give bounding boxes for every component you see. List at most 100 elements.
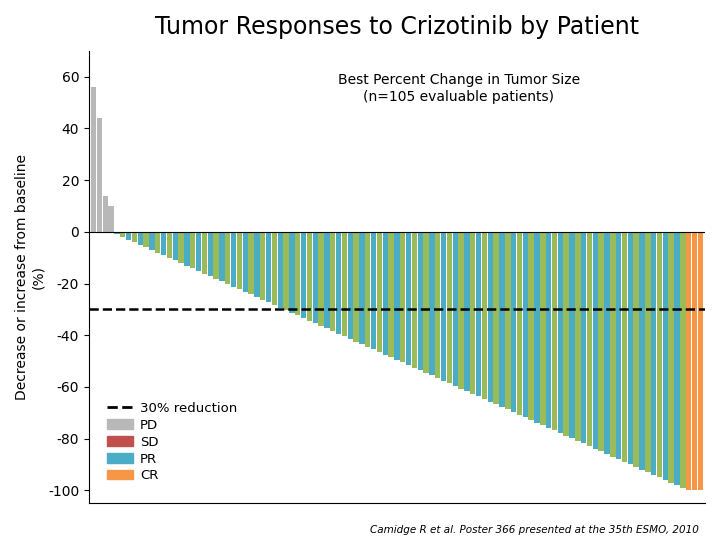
Bar — [418, 232, 423, 370]
Bar — [114, 232, 120, 234]
Bar — [505, 232, 510, 409]
Bar — [604, 232, 610, 454]
Bar — [412, 232, 417, 368]
Bar — [307, 232, 312, 321]
Bar — [132, 232, 137, 242]
Bar — [423, 232, 429, 373]
Bar — [464, 232, 469, 391]
Bar — [184, 232, 189, 266]
Bar — [395, 232, 400, 360]
Bar — [389, 232, 394, 357]
Bar — [179, 232, 184, 263]
Bar — [237, 232, 242, 289]
Bar — [161, 232, 166, 255]
Bar — [173, 232, 178, 260]
Bar — [499, 232, 505, 407]
Bar — [470, 232, 475, 394]
Bar — [382, 232, 388, 355]
Bar — [523, 232, 528, 417]
Bar — [271, 232, 277, 305]
Bar — [220, 232, 225, 281]
Bar — [517, 232, 522, 415]
Bar — [459, 232, 464, 389]
Bar — [196, 232, 202, 271]
Bar — [138, 232, 143, 245]
Bar — [143, 232, 149, 247]
Bar — [570, 232, 575, 438]
Bar — [698, 232, 703, 490]
Text: Camidge R et al. Poster 366 presented at the 35th ESMO, 2010: Camidge R et al. Poster 366 presented at… — [369, 524, 698, 535]
Bar — [149, 232, 155, 250]
Bar — [429, 232, 435, 375]
Bar — [493, 232, 499, 404]
Bar — [312, 232, 318, 323]
Bar — [453, 232, 458, 386]
Bar — [155, 232, 161, 253]
Bar — [651, 232, 657, 475]
Bar — [359, 232, 364, 344]
Bar — [564, 232, 569, 436]
Bar — [657, 232, 662, 477]
Y-axis label: Decrease or increase from baseline
(%): Decrease or increase from baseline (%) — [15, 154, 45, 400]
Bar — [202, 232, 207, 274]
Bar — [447, 232, 452, 383]
Bar — [278, 232, 283, 308]
Bar — [167, 232, 172, 258]
Bar — [668, 232, 674, 483]
Bar — [330, 232, 336, 331]
Bar — [435, 232, 441, 378]
Bar — [225, 232, 230, 284]
Bar — [126, 232, 131, 240]
Bar — [476, 232, 482, 396]
Bar — [400, 232, 405, 362]
Bar — [639, 232, 644, 470]
Bar — [692, 232, 697, 490]
Bar — [575, 232, 580, 441]
Bar — [266, 232, 271, 302]
Bar — [487, 232, 493, 402]
Bar — [243, 232, 248, 292]
Bar — [622, 232, 627, 462]
Bar — [365, 232, 371, 347]
Bar — [91, 87, 96, 232]
Bar — [295, 232, 300, 315]
Bar — [120, 232, 125, 237]
Bar — [441, 232, 446, 381]
Bar — [593, 232, 598, 449]
Bar — [598, 232, 604, 451]
Bar — [213, 232, 219, 279]
Bar — [634, 232, 639, 467]
Bar — [103, 195, 108, 232]
Bar — [511, 232, 516, 412]
Bar — [207, 232, 213, 276]
Bar — [686, 232, 691, 490]
Bar — [587, 232, 592, 446]
Bar — [254, 232, 260, 297]
Bar — [534, 232, 540, 422]
Bar — [190, 232, 195, 268]
Bar — [675, 232, 680, 485]
Bar — [540, 232, 546, 425]
Bar — [377, 232, 382, 352]
Bar — [662, 232, 668, 480]
Text: Best Percent Change in Tumor Size
(n=105 evaluable patients): Best Percent Change in Tumor Size (n=105… — [338, 73, 580, 104]
Bar — [109, 206, 114, 232]
Bar — [371, 232, 377, 349]
Bar — [616, 232, 621, 459]
Bar — [680, 232, 685, 488]
Bar — [552, 232, 557, 430]
Legend: 30% reduction, PD, SD, PR, CR: 30% reduction, PD, SD, PR, CR — [102, 396, 243, 488]
Bar — [336, 232, 341, 334]
Bar — [557, 232, 563, 433]
Bar — [610, 232, 616, 456]
Bar — [581, 232, 586, 443]
Bar — [528, 232, 534, 420]
Bar — [628, 232, 633, 464]
Bar — [284, 232, 289, 310]
Bar — [260, 232, 266, 300]
Bar — [348, 232, 353, 339]
Bar — [406, 232, 411, 365]
Bar — [324, 232, 330, 328]
Bar — [301, 232, 306, 318]
Title: Tumor Responses to Crizotinib by Patient: Tumor Responses to Crizotinib by Patient — [155, 15, 639, 39]
